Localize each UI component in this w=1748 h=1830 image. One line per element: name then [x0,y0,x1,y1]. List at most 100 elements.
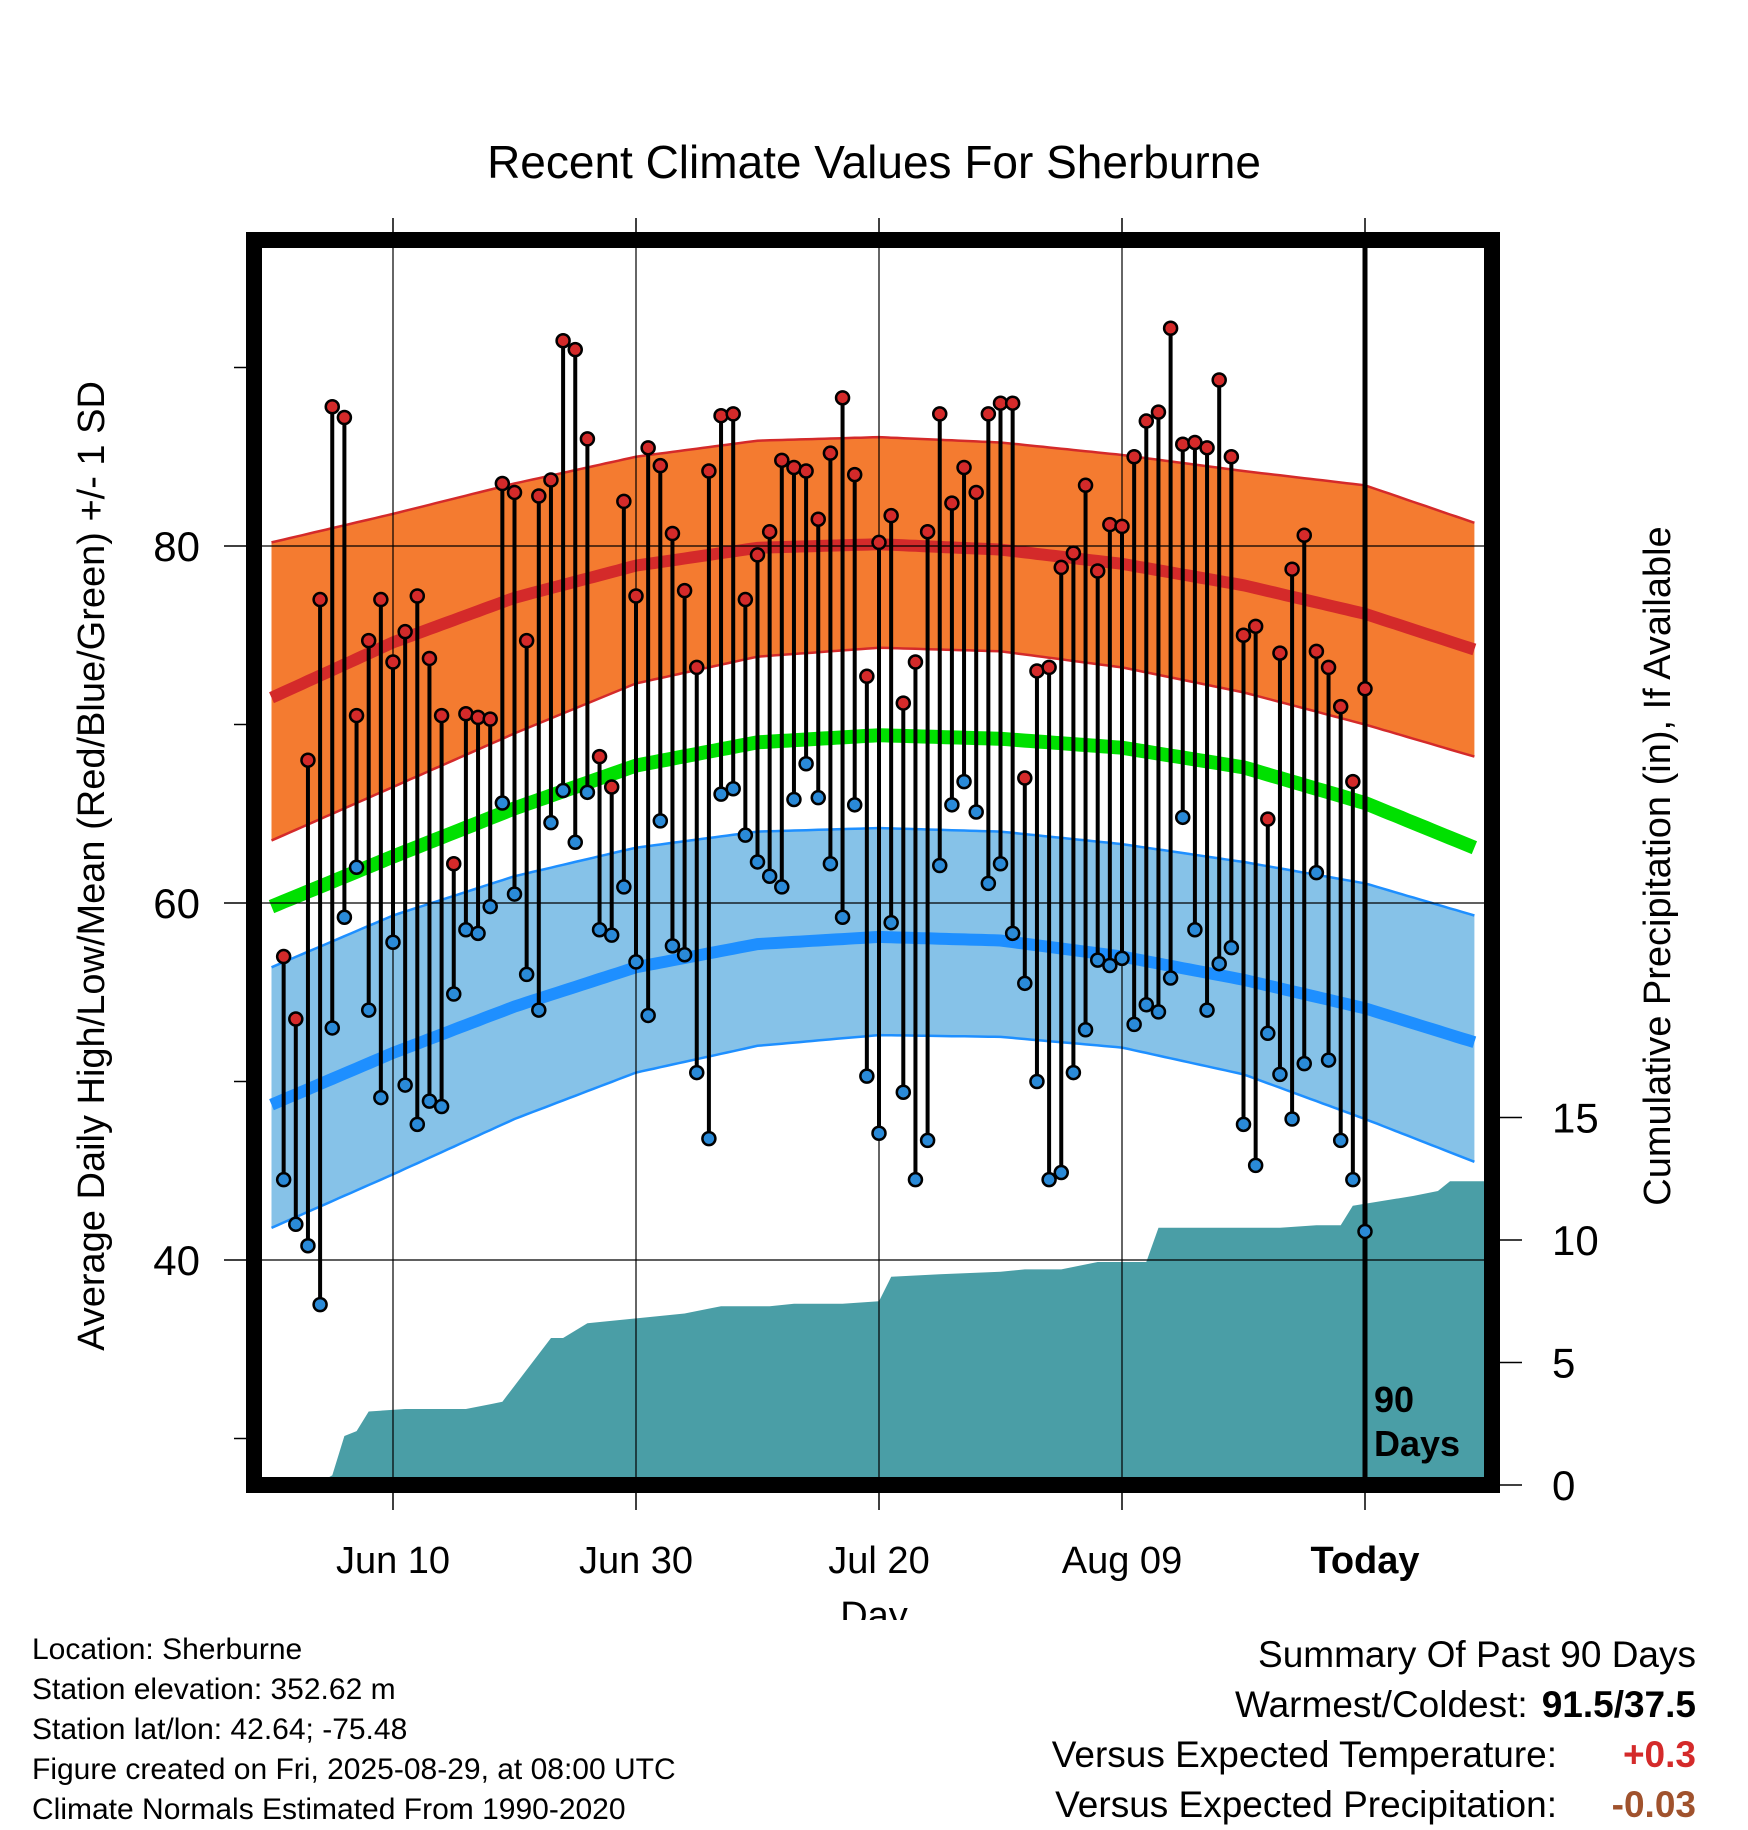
low-temp-point [373,1089,389,1106]
precip-area [271,1181,1492,1485]
high-temp-point [360,632,377,649]
low-temp-point [689,1064,705,1081]
high-temp-point [822,445,839,461]
high-temp-point [482,711,498,727]
low-sd-lower-line [270,1033,1475,1230]
high-temp-point [713,407,729,424]
low-temp-point [713,786,729,802]
low-temp-point [1102,957,1118,974]
low-temp-point [1162,970,1179,986]
high-temp-point [506,484,523,501]
axes: Day Average Daily High/Low/Mean (Red/Blu… [71,218,1679,1620]
low-temp-point [591,922,608,938]
low-temp-point [1138,996,1155,1013]
low-temp-point [1345,1171,1361,1188]
high-temp-point [288,1011,304,1027]
low-temp-point [1017,975,1033,992]
low-temp-point [798,756,814,772]
low-temp-point [1199,1002,1215,1018]
summary-temp-row: Versus Expected Temperature: +0.3 [1052,1730,1696,1780]
summary-precip-row: Versus Expected Precipitation: -0.03 [1052,1780,1696,1830]
high-temp-point [470,709,486,726]
high-temp-point [1138,413,1155,429]
high-temp-point [348,707,365,724]
high-temp-point [1187,434,1203,451]
high-temp-point [701,463,717,479]
low-temp-point [360,1002,377,1018]
low-temp-point [555,782,571,799]
high-temp-point [1126,449,1142,465]
high-temp-point [1175,436,1191,453]
high-temp-point [1102,516,1118,533]
high-temp-point [1223,449,1240,465]
low-temp-point [761,868,778,884]
low-temp-point [1320,1052,1337,1068]
low-temp-point [640,1007,656,1024]
high-temp-point [628,588,644,604]
low-temp-point [494,795,511,811]
low-temp-point [531,1002,547,1018]
days-label-number: 90 [1374,1379,1414,1420]
low-temp-point [506,886,523,902]
high-temp-point [1065,545,1082,561]
low-temp-point [1004,925,1021,942]
high-temp-point [846,466,863,483]
high-temp-point [1211,372,1227,388]
station-location: Location: Sherburne [32,1633,303,1666]
high-temp-point [932,406,948,422]
high-temp-point [664,525,681,542]
high-temp-point [1308,643,1325,660]
precip-anomaly-value: -0.03 [1611,1784,1696,1825]
low-temp-point [1235,1116,1252,1133]
high-temp-point [798,463,814,479]
low-temp-point [300,1237,316,1254]
y-axis-label-left: Average Daily High/Low/Mean (Red/Blue/Gr… [71,381,113,1351]
x-tick-label: Today [1310,1540,1419,1582]
low-temp-point [275,1171,292,1188]
low-temp-point [1126,1016,1142,1033]
warm-cold-value: 91.5/37.5 [1541,1684,1696,1725]
low-temp-point [482,898,498,915]
low-temp-point [1223,939,1240,956]
low-sd-band [271,828,1475,1228]
low-temp-point [944,797,960,813]
low-temp-point [470,925,486,942]
low-temp-point [385,934,401,951]
high-temp-point [1345,773,1361,790]
high-temp-point [494,475,511,492]
low-temp-point [1089,952,1106,968]
low-temp-point [433,1098,450,1115]
high-temp-point [1114,518,1130,535]
precip-anomaly-label: Versus Expected Precipitation: [1055,1784,1557,1825]
high-temp-point [579,431,596,447]
y-axis-label-right: Cumulative Precipitation (in), If Availa… [1637,526,1679,1205]
low-temp-point [980,875,997,892]
high-temp-point [1272,645,1288,661]
low-temp-point [616,879,632,895]
low-temp-point [397,1077,413,1093]
plot-frame [246,232,1500,1493]
high-temp-point [689,659,705,676]
low-temp-point [1260,1025,1276,1042]
y-right-tick-label: 0 [1552,1462,1575,1509]
low-temp-point [336,909,353,926]
high-temp-point [968,484,984,501]
high-temp-point [919,523,936,540]
low-temp-point [871,1125,887,1142]
low-temp-point [749,854,766,870]
high-temp-point [1089,563,1106,579]
x-tick-label: Jun 30 [579,1540,693,1582]
low-temp-point [652,813,669,829]
high-temp-point [1017,770,1033,786]
low-temp-point [348,859,365,876]
temp-anomaly-label: Versus Expected Temperature: [1051,1734,1557,1775]
summary-warm-cold-row: Warmest/Coldest: 91.5/37.5 [1052,1680,1696,1730]
y-right-tick-label: 10 [1552,1217,1599,1264]
low-temp-point [1187,922,1203,938]
climate-chart: Recent Climate Values For Sherburne Day … [71,136,1679,1620]
low-temp-point [1308,864,1325,881]
low-temp-point [1272,1066,1288,1083]
high-temp-point [1041,659,1057,676]
high-temp-point [1077,477,1094,494]
low-temp-point [1332,1132,1349,1149]
